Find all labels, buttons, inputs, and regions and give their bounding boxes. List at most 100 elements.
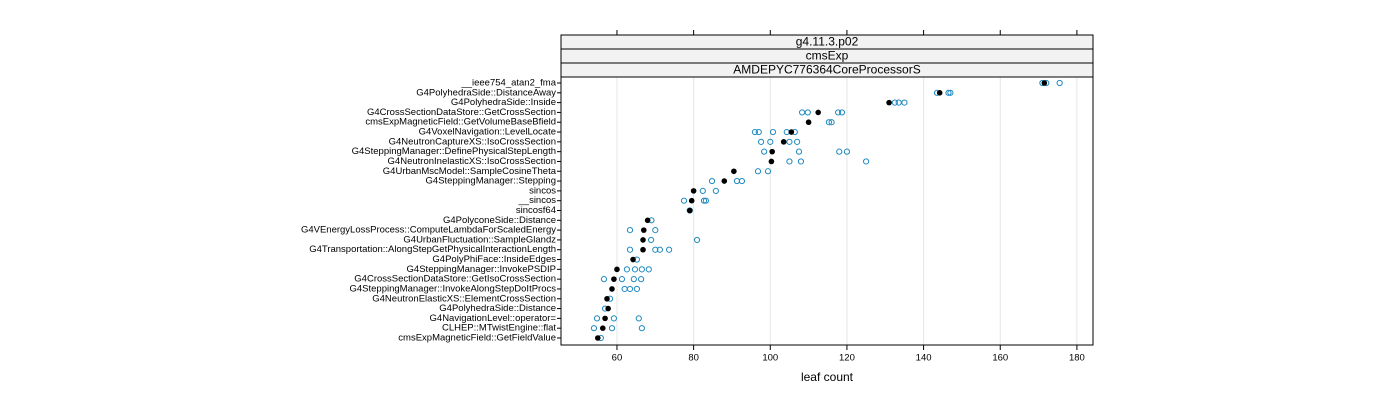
observation (610, 315, 617, 322)
observation (828, 119, 835, 126)
observation (680, 197, 688, 204)
median-dot (630, 256, 636, 263)
observation (891, 99, 898, 106)
x-tick-label: 160 (992, 353, 1008, 364)
observation (895, 99, 902, 106)
median-dot (936, 90, 943, 96)
median-dot (788, 129, 795, 135)
observation (767, 138, 774, 145)
y-tick-label: G4NeutronCaptureXS::IsoCrossSection (389, 136, 556, 147)
y-tick-label: G4VEnergyLossProcess::ComputeLambdaForSc… (301, 225, 556, 236)
observation (786, 158, 793, 165)
observation (794, 138, 801, 145)
y-tick-label: G4PolyhedraSide::Distance (439, 303, 556, 314)
observation (843, 148, 851, 155)
strip-label: g4.11.3.p02 (796, 35, 859, 49)
median-dot (815, 109, 821, 116)
median-dot (602, 315, 608, 322)
median-dot (769, 148, 775, 155)
observation (631, 266, 639, 273)
observation (608, 325, 616, 332)
median-dot (611, 276, 617, 282)
observation (702, 197, 709, 204)
observation (795, 148, 803, 155)
median-dot (731, 168, 737, 175)
y-tick-label: G4Transportation::AlongStepGetPhysicalIn… (309, 244, 556, 255)
median-dot (640, 246, 646, 253)
y-tick-label: G4CrossSectionDataStore::GetCrossSection (367, 107, 556, 118)
y-tick-label: G4PolyconeSide::Distance (443, 215, 556, 226)
median-dot (640, 227, 647, 233)
x-tick-label: 80 (688, 353, 699, 364)
median-dot (688, 197, 695, 204)
observation (626, 285, 634, 293)
y-tick-label: G4SteppingManager::InvokeAlongStepDoItPr… (350, 283, 557, 294)
y-tick-label: G4NeutronInelasticXS::IsoCrossSection (388, 156, 556, 167)
observation (1056, 79, 1063, 87)
y-tick-label: __sincos (518, 195, 557, 206)
observation (626, 246, 634, 253)
observation (590, 325, 598, 332)
x-tick-label: 140 (916, 353, 932, 364)
observation (652, 227, 659, 234)
y-tick-label: cmsExpMagneticField::GetVolumeBaseBfield (365, 117, 556, 128)
y-tick-label: __ieee754_atan2_fma (460, 78, 556, 89)
x-tick-label: 60 (612, 353, 623, 364)
median-dot (690, 188, 697, 194)
median-dot (805, 119, 812, 126)
observation (656, 246, 663, 253)
observation (638, 325, 645, 332)
median-dot (604, 295, 610, 302)
observation (947, 89, 954, 96)
observation (825, 119, 833, 126)
observation (754, 168, 762, 175)
y-tick-label: sincosf64 (516, 205, 556, 216)
observation (635, 315, 642, 322)
observation (798, 109, 806, 116)
strip-label: cmsExp (806, 49, 849, 63)
median-dot (886, 99, 892, 106)
observation (835, 109, 842, 116)
median-dot (686, 207, 693, 214)
x-tick-label: 180 (1069, 353, 1085, 364)
y-tick-label: G4PolyhedraSide::Inside (451, 97, 556, 108)
strip-label: AMDEPYC776364CoreProcessorS (733, 63, 920, 77)
y-tick-label: G4PolyhedraSide::DistanceAway (416, 87, 556, 98)
observation (786, 138, 793, 145)
median-dot (1041, 80, 1048, 86)
y-tick-label: G4VoxelNavigation::LevelLocate (419, 127, 556, 138)
observation (755, 128, 762, 136)
observation (665, 246, 673, 253)
observation (647, 236, 655, 244)
observation (638, 276, 645, 283)
y-tick-label: G4PolyPhiFace::InsideEdges (432, 254, 556, 265)
observation (804, 109, 811, 116)
observation (761, 148, 768, 155)
median-dot (780, 139, 787, 145)
observation (764, 168, 772, 175)
observation (862, 158, 870, 165)
observation (836, 148, 843, 155)
observation (633, 285, 640, 293)
x-tick-label: 120 (839, 353, 855, 364)
observation (901, 99, 908, 106)
median-dot (614, 266, 620, 273)
median-dot (609, 286, 615, 292)
observation (623, 266, 631, 273)
observation (769, 128, 777, 136)
y-tick-label: G4NeutronElasticXS::ElementCrossSection (372, 293, 556, 304)
observation (945, 89, 952, 96)
y-tick-label: sincos (529, 185, 556, 196)
y-tick-label: G4SteppingManager::DefinePhysicalStepLen… (352, 146, 556, 157)
observation (838, 109, 846, 116)
median-dot (605, 305, 611, 312)
median-dot (768, 158, 775, 165)
observation (693, 236, 701, 244)
median-dot (594, 335, 601, 341)
y-tick-label: G4SteppingManager::Stepping (426, 176, 556, 187)
y-tick-label: G4CrossSectionDataStore::GetIsoCrossSect… (354, 274, 556, 285)
observation (733, 177, 741, 185)
observation (618, 276, 626, 283)
observation (751, 128, 759, 136)
